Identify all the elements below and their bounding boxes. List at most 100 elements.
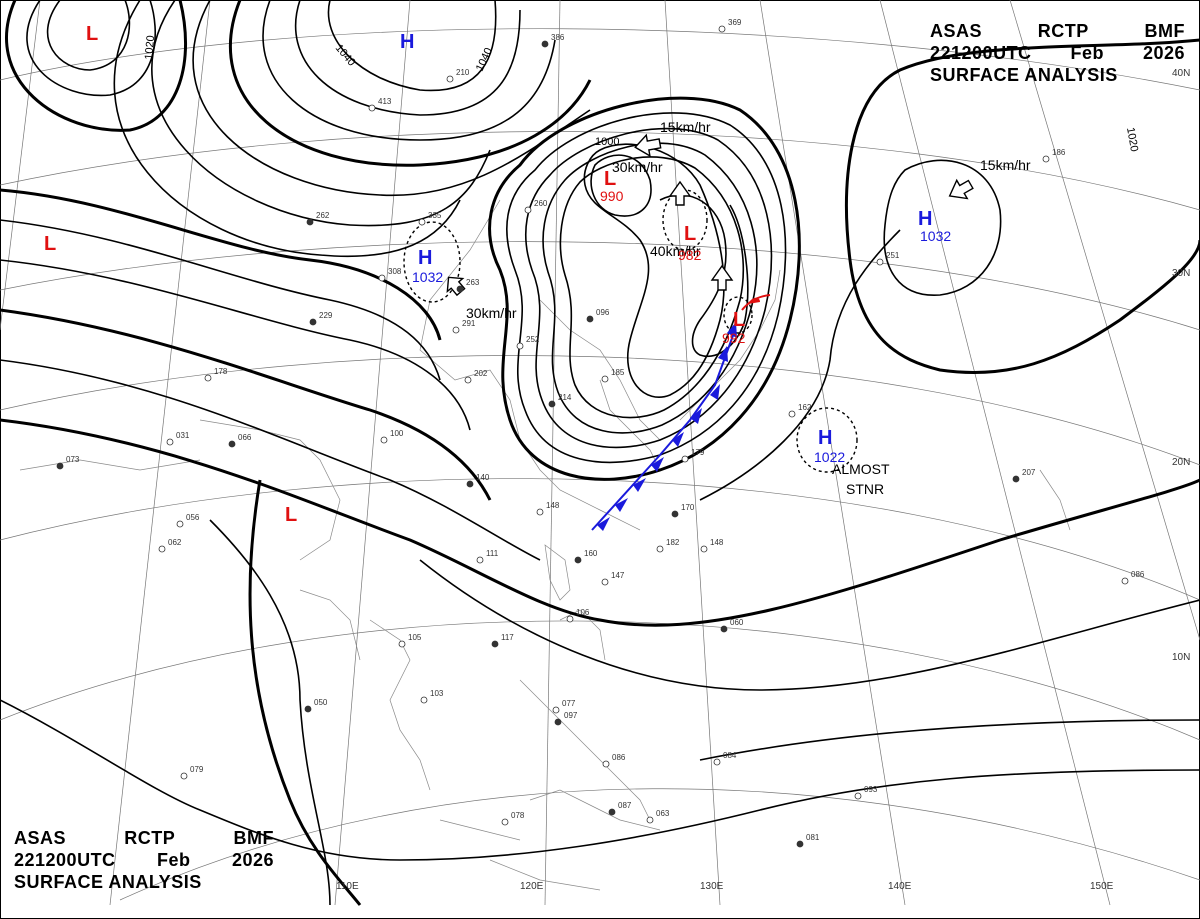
station-pressure: 251: [886, 251, 900, 260]
station-pressure: 186: [1052, 148, 1066, 157]
pressure-centers: L H L H 1032 L 990 L 982 L 992 H 1032 H …: [44, 23, 951, 526]
longitude-label: 110E: [336, 881, 359, 892]
station-marker: [228, 440, 236, 448]
station-marker: [56, 462, 64, 470]
low-center-symbol: L: [285, 504, 297, 526]
station-marker: [491, 640, 499, 648]
station-pressure: 369: [728, 18, 742, 27]
longitude-label: 120E: [520, 881, 544, 892]
station-pressure: 170: [681, 503, 695, 512]
station-pressure: 081: [806, 833, 820, 842]
station-pressure: 063: [656, 809, 670, 818]
header-year: 2026: [231, 850, 274, 870]
station-marker: [602, 760, 610, 768]
station-pressure: 229: [319, 311, 333, 320]
header-title: SURFACE ANALYSIS: [930, 65, 1118, 85]
station-marker: [456, 285, 464, 293]
station-marker: [380, 436, 388, 444]
station-marker: [464, 376, 472, 384]
station-marker: [1012, 475, 1020, 483]
motion-label: 30km/hr: [466, 305, 517, 321]
station-marker: [524, 206, 532, 214]
station-pressure: 060: [730, 618, 744, 627]
station-marker: [552, 706, 560, 714]
header-region: ASAS: [930, 21, 983, 41]
latitude-label: 30N: [1172, 268, 1190, 279]
station-marker: [466, 480, 474, 488]
high-center-symbol: H: [418, 247, 432, 269]
station-pressure: 066: [238, 433, 252, 442]
station-pressure: 185: [611, 368, 625, 377]
station-marker: [854, 792, 862, 800]
station-marker: [548, 400, 556, 408]
station-plots: 073 062 056 066 031 178 229 202 100 140 148 111 160 1…: [56, 18, 1145, 848]
station-pressure: 050: [314, 698, 328, 707]
station-marker: [368, 104, 376, 112]
station-pressure: 386: [551, 33, 565, 42]
high-center-symbol: H: [818, 427, 832, 449]
station-pressure: 087: [618, 801, 632, 810]
station-pressure: 093: [864, 785, 878, 794]
station-pressure: 086: [1131, 570, 1145, 579]
station-pressure: 308: [388, 267, 402, 276]
low-center-symbol: L: [733, 309, 745, 331]
header-code: BMF: [1144, 21, 1185, 41]
low-center-symbol: L: [44, 233, 56, 255]
isobar-label: 1020: [1124, 126, 1140, 152]
header-top-right: ASAS RCTP BMF 221200UTC Feb 2026 SURFACE ANA…: [930, 20, 1185, 86]
station-pressure: 078: [511, 811, 525, 820]
station-marker: [541, 40, 549, 48]
station-pressure: 252: [526, 335, 540, 344]
isobar-label: 1020: [143, 35, 157, 60]
station-marker: [1121, 577, 1129, 585]
header-year: 2026: [1142, 43, 1185, 63]
station-pressure: 097: [564, 711, 578, 720]
grid-labels: 40N 30N 20N 10N 110E 120E 130E 140E 150E: [336, 68, 1190, 892]
station-pressure: 202: [474, 369, 488, 378]
station-pressure: 179: [691, 448, 705, 457]
isobar-label: 1000: [595, 136, 619, 148]
longitude-label: 140E: [888, 881, 912, 892]
station-pressure: 162: [798, 403, 812, 412]
station-marker: [720, 625, 728, 633]
station-pressure: 182: [666, 538, 680, 547]
station-pressure: 413: [378, 97, 392, 106]
motion-label: 15km/hr: [980, 157, 1031, 173]
motion-label: 15km/hr: [660, 119, 711, 135]
station-marker: [646, 816, 654, 824]
station-marker: [420, 696, 428, 704]
latitude-label: 20N: [1172, 457, 1190, 468]
station-marker: [876, 258, 884, 266]
station-pressure: 148: [546, 501, 560, 510]
coastlines: [19, 199, 1071, 891]
station-pressure: 335: [428, 211, 442, 220]
high-center-value: 1032: [920, 228, 951, 244]
station-pressure: 103: [430, 689, 444, 698]
motion-label: 40km/hr: [650, 243, 701, 259]
station-marker: [566, 615, 574, 623]
cold-front: [591, 294, 771, 531]
station-marker: [796, 840, 804, 848]
station-pressure: 084: [723, 751, 737, 760]
station-pressure: 291: [462, 319, 476, 328]
station-pressure: 073: [66, 455, 80, 464]
station-marker: [158, 545, 166, 553]
station-marker: [378, 274, 386, 282]
station-pressure: 106: [576, 608, 590, 617]
header-station: RCTP: [1037, 21, 1089, 41]
latitude-label: 10N: [1172, 652, 1190, 663]
station-marker: [180, 772, 188, 780]
station-marker: [718, 25, 726, 33]
high-center-value: 1032: [412, 269, 443, 285]
longitude-label: 130E: [700, 881, 724, 892]
station-marker: [601, 375, 609, 383]
high-center-value: 1022: [814, 449, 845, 465]
station-marker: [166, 438, 174, 446]
station-marker: [554, 718, 562, 726]
header-month: Feb: [157, 850, 191, 870]
header-time: 221200UTC: [930, 43, 1032, 63]
station-marker: [501, 818, 509, 826]
station-pressure: 262: [316, 211, 330, 220]
